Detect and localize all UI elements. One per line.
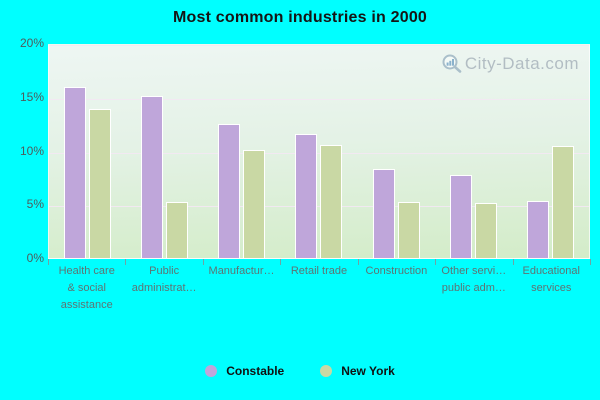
watermark-text: City-Data.com: [464, 54, 579, 73]
x-category-label-line: Manufactur…: [208, 265, 275, 277]
legend-item-constable: Constable: [205, 364, 284, 378]
x-tick-mark: [125, 259, 127, 265]
bar-group: [203, 45, 280, 258]
bar-new-york: [474, 203, 497, 258]
legend-item-new-york: New York: [320, 364, 395, 378]
x-category-label: Other servi… public adm…: [435, 263, 512, 314]
x-category-label: Manufactur…: [203, 263, 280, 314]
bar-group: [49, 45, 126, 258]
x-tick-mark: [202, 259, 204, 265]
x-tick-mark: [512, 259, 514, 265]
bar-constable: [295, 134, 318, 258]
bar-constable: [449, 175, 472, 258]
y-tick-label-5%: 5%: [26, 197, 44, 212]
x-tick-mark: [280, 259, 282, 265]
bar-new-york: [243, 149, 266, 258]
x-category-label: Health care & social assistance: [48, 263, 125, 314]
x-category-label-line: & social: [67, 282, 106, 294]
bar-constable: [526, 201, 549, 258]
x-category-label-line: Health care: [58, 265, 115, 277]
city-data-magnifier-icon: [441, 53, 463, 75]
x-category-label-line: assistance: [60, 299, 113, 311]
bar-constable: [372, 168, 395, 258]
bar-new-york: [89, 108, 112, 258]
y-tick-label-20%: 20%: [19, 36, 44, 50]
bar-group: [512, 45, 589, 258]
watermark: City-Data.com: [441, 53, 579, 75]
bar-group: [358, 45, 435, 258]
gridline-15%: [49, 98, 589, 100]
plot-area: City-Data.com: [48, 44, 590, 259]
gridline-5%: [49, 206, 589, 208]
x-category-label-line: services: [531, 282, 572, 294]
bar-new-york: [397, 202, 420, 258]
chart-legend: Constable New York: [0, 364, 600, 378]
bar-new-york: [166, 202, 189, 258]
x-tick-mark: [590, 259, 591, 265]
bar-constable: [141, 95, 164, 258]
x-tick-mark: [357, 259, 359, 265]
x-axis-category-labels: Health care & social assistance Public admin…: [48, 263, 590, 314]
y-tick-label-15%: 15%: [19, 89, 44, 104]
x-category-label-line: Other servi…: [441, 265, 507, 277]
bar-group: [126, 45, 203, 258]
new-york-legend-label: New York: [341, 364, 395, 378]
bar-group: [435, 45, 512, 258]
chart-title: Most common industries in 2000: [172, 9, 428, 26]
x-category-label-line: Public: [149, 265, 180, 277]
gridline-20%: [49, 45, 589, 46]
new-york-legend-dot: [320, 365, 333, 377]
bar-new-york: [551, 146, 574, 258]
x-category-label-line: administrat…: [131, 282, 197, 294]
y-tick-label-10%: 10%: [19, 143, 44, 158]
x-category-label-line: Retail trade: [290, 265, 348, 277]
gridline-10%: [49, 152, 589, 154]
x-tick-mark: [435, 259, 437, 265]
x-category-label-line: Construction: [365, 265, 428, 277]
bar-constable: [218, 123, 241, 258]
bar-groups: [49, 45, 589, 258]
x-category-label: Construction: [358, 263, 435, 314]
x-category-label: Retail trade: [280, 263, 357, 314]
x-category-label-line: Educational: [522, 265, 580, 277]
bar-group: [280, 45, 357, 258]
x-tick-mark: [48, 259, 49, 265]
bar-constable: [64, 87, 87, 258]
constable-legend-dot: [205, 365, 218, 377]
bar-new-york: [320, 145, 343, 258]
x-category-label: Public administrat…: [125, 263, 202, 314]
constable-legend-label: Constable: [226, 364, 285, 378]
y-tick-label-0%: 0%: [26, 251, 44, 265]
x-category-label-line: public adm…: [441, 282, 506, 294]
x-category-label: Educational services: [513, 263, 590, 314]
